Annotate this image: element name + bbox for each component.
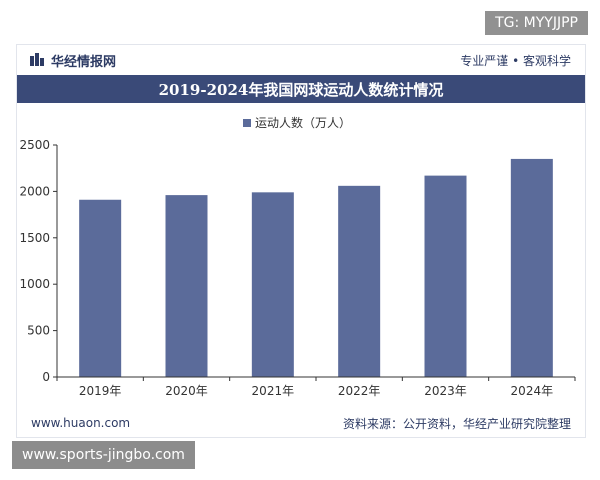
- x-tick-label: 2022年: [338, 384, 381, 398]
- bar: [338, 185, 381, 377]
- bar: [510, 158, 553, 377]
- chart-title-bar: 2019-2024年我国网球运动人数统计情况: [17, 75, 585, 103]
- y-tick-label: 2500: [19, 138, 50, 152]
- bar: [251, 192, 294, 377]
- y-tick-label: 1500: [19, 231, 50, 245]
- x-tick-label: 2020年: [165, 384, 208, 398]
- x-axis: 2019年 2020年 2021年 2022年 2023年 2024年: [56, 376, 576, 398]
- legend-swatch: [243, 119, 251, 127]
- chart-footer: www.huaon.com 资料来源：公开资料，华经产业研究院整理: [17, 413, 585, 433]
- y-axis: 0 500 1000 1500 2000 2500: [19, 138, 58, 384]
- x-tick-label: 2023年: [424, 384, 467, 398]
- x-tick-label: 2019年: [79, 384, 122, 398]
- brand-name: 华经情报网: [51, 54, 117, 70]
- top-watermark-tag: TG: MYYJJPP: [485, 11, 588, 35]
- x-tick-label: 2024年: [511, 384, 554, 398]
- footer-site: www.huaon.com: [31, 416, 131, 430]
- bar: [165, 195, 208, 377]
- legend-label: 运动人数（万人）: [255, 115, 351, 130]
- bar: [79, 199, 122, 377]
- chart-card: 华经情报网 专业严谨 • 客观科学 2019-2024年我国网球运动人数统计情况…: [16, 44, 586, 438]
- brand-logo-icon: [30, 53, 44, 66]
- brand-bar: 华经情报网 专业严谨 • 客观科学: [17, 45, 585, 75]
- x-tick-label: 2021年: [252, 384, 295, 398]
- y-tick-label: 500: [27, 324, 50, 338]
- bar-chart: 运动人数（万人） 0 500 1000 1500 2000 2500 2019年 2020年…: [19, 115, 576, 398]
- y-tick-label: 0: [42, 370, 50, 384]
- brand-slogan: 专业严谨 • 客观科学: [460, 53, 571, 68]
- footer-source: 资料来源：公开资料，华经产业研究院整理: [342, 416, 571, 431]
- bottom-url-tag: www.sports-jingbo.com: [12, 441, 195, 469]
- chart-legend: 运动人数（万人）: [243, 115, 351, 130]
- bar: [424, 175, 467, 377]
- y-tick-label: 2000: [19, 184, 50, 198]
- brand: 华经情报网: [29, 51, 116, 70]
- bars: [79, 158, 553, 377]
- y-tick-label: 1000: [19, 277, 50, 291]
- chart-title: 2019-2024年我国网球运动人数统计情况: [158, 80, 444, 99]
